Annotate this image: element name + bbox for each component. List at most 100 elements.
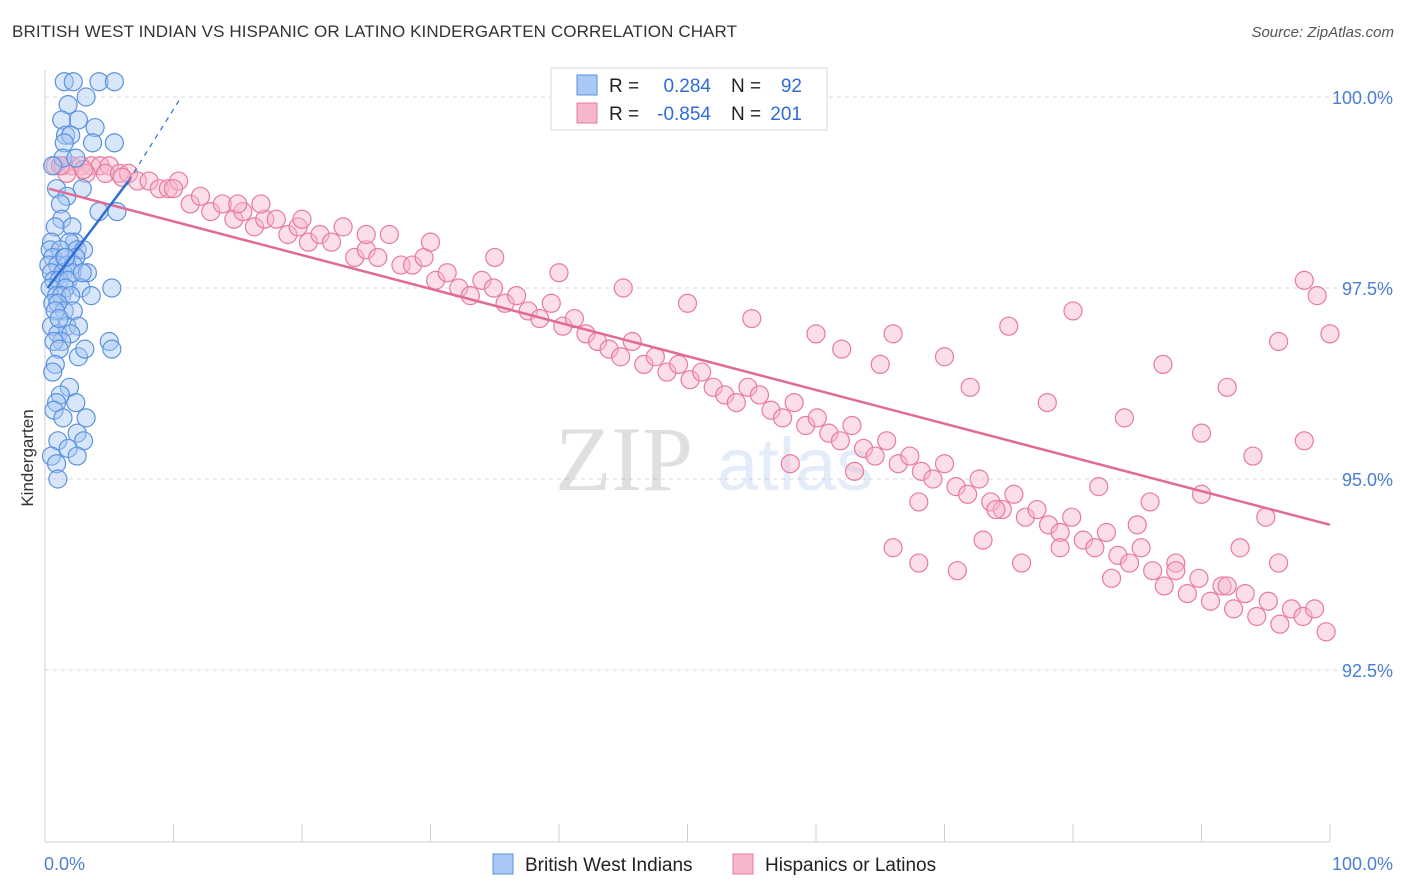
hispanic-point-155 (1140, 492, 1160, 512)
hispanic-point-82 (911, 461, 931, 481)
hispanic-point-115 (1293, 606, 1313, 627)
hispanic-point-20 (212, 194, 232, 214)
hispanic-point-103 (1154, 576, 1174, 596)
hispanic-point-104 (1166, 553, 1186, 573)
bwi-point-69 (45, 354, 65, 374)
hispanic-point-77 (853, 438, 874, 459)
bwi-point-76 (76, 408, 96, 428)
hispanic-point-111 (1247, 606, 1267, 627)
hispanic-point-148 (1243, 446, 1263, 466)
hispanic-point-132 (549, 263, 569, 283)
y-axis-title: Kindergarten (18, 409, 37, 506)
source-label: Source: ZipAtlas.com (1251, 24, 1394, 41)
hispanic-point-47 (506, 286, 527, 306)
hispanic-point-15 (158, 179, 178, 199)
bwi-point-63 (52, 331, 72, 352)
hispanic-point-85 (946, 477, 966, 497)
hispanic-point-81 (900, 446, 920, 466)
bwi-point-11 (54, 133, 74, 153)
bwi-point-52 (81, 286, 101, 306)
bwi-point-54 (48, 293, 68, 313)
hispanic-point-109 (1224, 599, 1244, 619)
bwi-point-23 (62, 217, 82, 237)
hispanic-point-133 (485, 247, 505, 268)
hispanic-point-68 (749, 385, 770, 405)
legend-n-value-0: 92 (781, 76, 802, 97)
hispanic-point-139 (112, 167, 132, 187)
hispanic-point-87 (969, 469, 989, 489)
hispanic-point-24 (255, 209, 275, 229)
hispanic-point-90 (1004, 484, 1024, 504)
hispanic-point-166 (883, 538, 903, 558)
hispanic-point-136 (292, 209, 312, 229)
legend-r-value-0: 0.284 (663, 76, 711, 97)
hispanic-point-17 (180, 194, 200, 214)
y-tick-label-2: 95.0% (1342, 470, 1393, 490)
hispanic-point-35 (368, 247, 388, 268)
hispanic-point-147 (1191, 423, 1212, 443)
hispanic-point-75 (830, 431, 851, 451)
y-tick-labels: 100.0% 97.5% 95.0% 92.5% (1332, 88, 1393, 681)
hispanic-point-61 (668, 354, 689, 374)
axes (44, 70, 1331, 843)
bwi-point-67 (49, 339, 69, 359)
hispanic-point-153 (986, 499, 1006, 520)
bottom-legend-label-1: Hispanics or Latinos (765, 855, 936, 876)
bottom-legend-swatch-pink (732, 853, 754, 875)
hispanic-point-140 (73, 159, 94, 180)
correlation-legend: R = 0.284 N = 92 R = -0.854 N = 201 (550, 67, 828, 131)
bwi-point-85 (48, 469, 68, 489)
hispanic-point-124 (1307, 286, 1327, 306)
hispanic-point-146 (1114, 408, 1135, 428)
hispanic-point-74 (819, 423, 839, 443)
legend-n-value-1: 201 (770, 104, 802, 125)
hispanic-point-32 (333, 217, 353, 237)
trend-line-british-west-indians-extension (128, 96, 182, 182)
bwi-point-6 (52, 110, 72, 130)
hispanic-point-161 (1050, 538, 1070, 558)
hispanic-point-27 (278, 224, 298, 245)
y-tick-label-1: 97.5% (1342, 279, 1393, 299)
hispanic-point-149 (1294, 431, 1314, 451)
hispanic-point-25 (266, 209, 286, 229)
hispanic-point-106 (1189, 568, 1209, 588)
hispanic-point-127 (870, 354, 890, 374)
hispanic-point-107 (1200, 591, 1221, 611)
series-british-west-indians-points (39, 72, 127, 489)
hispanic-point-86 (958, 484, 978, 504)
hispanic-point-89 (992, 499, 1012, 520)
hispanic-point-134 (420, 232, 441, 252)
hispanic-point-105 (1177, 583, 1197, 604)
bwi-point-77 (53, 408, 73, 428)
bwi-point-66 (102, 339, 122, 359)
hispanic-point-128 (806, 324, 826, 344)
hispanic-point-169 (1230, 538, 1250, 558)
hispanic-point-164 (1217, 576, 1237, 596)
hispanic-point-150 (780, 454, 800, 474)
legend-r-label-0: R = (609, 76, 639, 97)
hispanic-point-101 (1131, 538, 1151, 558)
hispanic-point-55 (599, 339, 619, 359)
series-hispanics-points (45, 156, 1340, 642)
legend-n-label-1: N = (731, 104, 761, 125)
hispanic-point-30 (310, 224, 330, 245)
hispanic-point-97 (1085, 538, 1105, 558)
x-tick-label-1: 100.0% (1332, 854, 1393, 874)
hispanic-point-126 (934, 347, 955, 367)
hispanic-point-114 (1281, 599, 1302, 619)
hispanic-point-60 (657, 362, 677, 382)
hispanic-point-37 (391, 255, 411, 275)
hispanic-point-58 (634, 354, 654, 374)
hispanic-point-84 (934, 454, 955, 474)
hispanic-point-156 (1191, 484, 1212, 504)
hispanic-point-44 (472, 270, 492, 290)
hispanic-point-31 (321, 232, 342, 252)
legend-swatch-pink (576, 102, 598, 124)
hispanic-point-33 (345, 247, 365, 268)
bwi-point-65 (99, 331, 119, 352)
hispanic-point-117 (1316, 622, 1336, 642)
hispanic-point-56 (611, 347, 631, 367)
hispanic-point-108 (1212, 576, 1232, 596)
bwi-point-88 (49, 308, 69, 329)
